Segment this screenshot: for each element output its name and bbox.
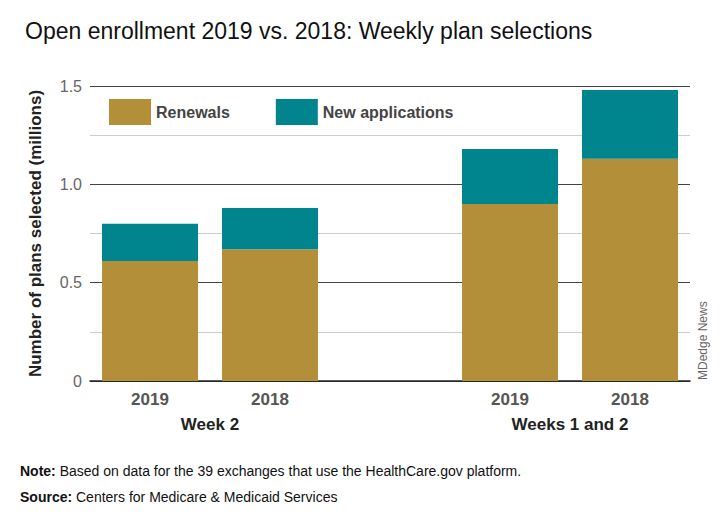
svg-text:Source:: Source: — [20, 489, 72, 505]
svg-text:Renewals: Renewals — [156, 104, 230, 121]
svg-text:Weeks 1 and 2: Weeks 1 and 2 — [512, 415, 629, 434]
svg-text:1.5: 1.5 — [60, 78, 82, 95]
svg-text:0: 0 — [73, 373, 82, 390]
svg-text:Number of plans selected (mill: Number of plans selected (millions) — [26, 90, 45, 377]
svg-text:2019: 2019 — [491, 390, 529, 409]
svg-text:Based on data for the 39 excha: Based on data for the 39 exchanges that … — [56, 463, 521, 479]
svg-text:Centers for Medicare & Medicai: Centers for Medicare & Medicaid Services — [72, 489, 337, 505]
svg-text:0.5: 0.5 — [60, 274, 82, 291]
svg-text:Week 2: Week 2 — [181, 415, 239, 434]
svg-text:2018: 2018 — [251, 390, 289, 409]
svg-text:1.0: 1.0 — [60, 176, 82, 193]
svg-text:Note:: Note: — [20, 463, 56, 479]
svg-text:2018: 2018 — [611, 390, 649, 409]
svg-text:Open enrollment 2019 vs. 2018:: Open enrollment 2019 vs. 2018: Weekly pl… — [25, 18, 592, 44]
svg-text:MDedge News: MDedge News — [696, 301, 710, 380]
svg-text:2019: 2019 — [131, 390, 169, 409]
svg-text:New applications: New applications — [323, 104, 454, 121]
